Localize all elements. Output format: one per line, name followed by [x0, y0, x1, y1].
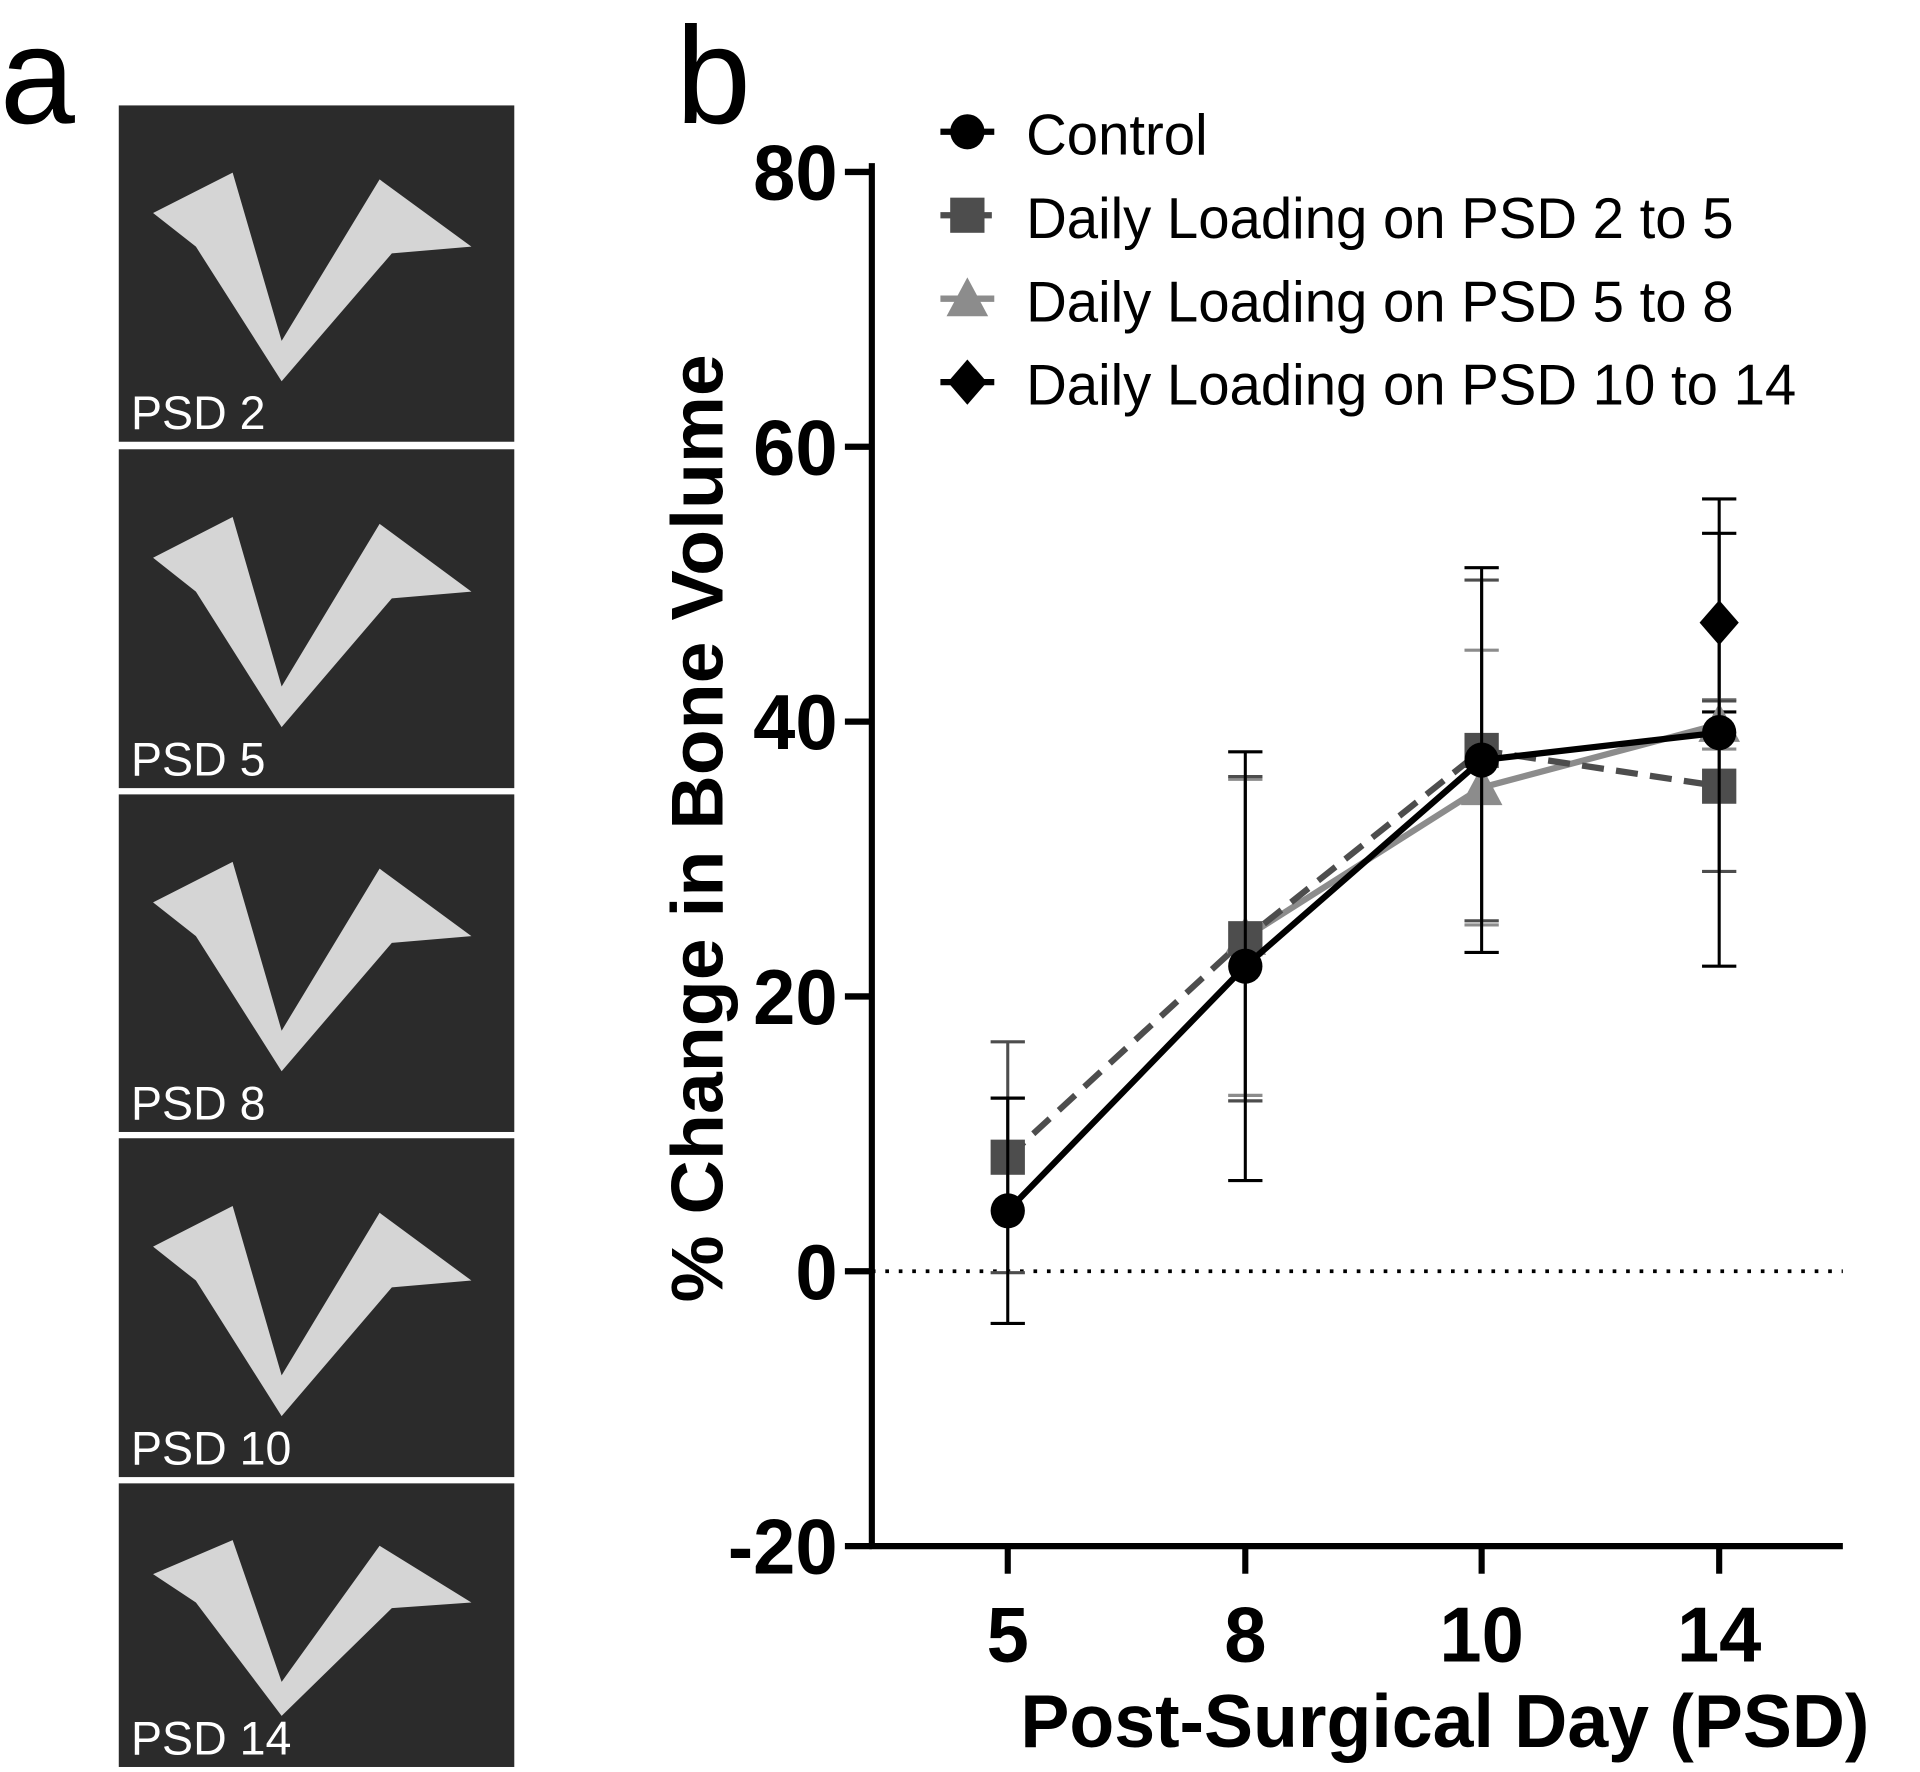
y-axis-title: % Change in Bone Volume [656, 354, 738, 1302]
legend-marker [947, 359, 987, 405]
ct-image [118, 105, 515, 442]
legend-marker [946, 277, 989, 317]
x-tick-label: 14 [1677, 1592, 1762, 1679]
y-tick-label: 20 [753, 954, 837, 1041]
series-line [1005, 747, 1720, 1160]
y-tick-label: 60 [753, 405, 837, 492]
marker [1702, 715, 1737, 751]
x-tick-label: 5 [987, 1592, 1029, 1679]
legend-label: Control [1026, 103, 1208, 168]
legend-marker [950, 114, 985, 150]
bone-shape [153, 861, 472, 1072]
image-label: PSD 5 [131, 732, 265, 786]
y-tick-label: 80 [753, 130, 837, 217]
image-label: PSD 14 [131, 1711, 291, 1765]
ct-image [118, 449, 515, 789]
bone-shape [153, 1206, 472, 1417]
marker [1464, 742, 1499, 778]
series-line [1005, 729, 1720, 1214]
bone-shape [153, 1540, 472, 1716]
ct-image [118, 794, 515, 1132]
panel-label: a [0, 0, 75, 152]
y-tick-label: -20 [728, 1504, 838, 1591]
ct-image [118, 1138, 515, 1478]
panel-label: b [676, 0, 751, 152]
x-tick-label: 10 [1439, 1592, 1523, 1679]
bone-shape [153, 172, 472, 382]
bone-shape [153, 517, 472, 728]
y-tick-label: 40 [753, 679, 837, 766]
x-tick-label: 8 [1224, 1592, 1266, 1679]
legend-label: Daily Loading on PSD 2 to 5 [1026, 186, 1733, 251]
legend-label: Daily Loading on PSD 10 to 14 [1026, 353, 1796, 418]
marker [1228, 948, 1263, 984]
legend-marker [950, 197, 985, 233]
image-label: PSD 10 [131, 1421, 291, 1475]
y-tick-label: 0 [795, 1229, 837, 1316]
image-label: PSD 8 [131, 1076, 265, 1130]
x-axis-title: Post-Surgical Day (PSD) [1020, 1679, 1869, 1763]
marker [990, 1193, 1025, 1229]
legend-label: Daily Loading on PSD 5 to 8 [1026, 270, 1733, 335]
ct-image [118, 1483, 515, 1767]
image-label: PSD 2 [131, 386, 265, 440]
